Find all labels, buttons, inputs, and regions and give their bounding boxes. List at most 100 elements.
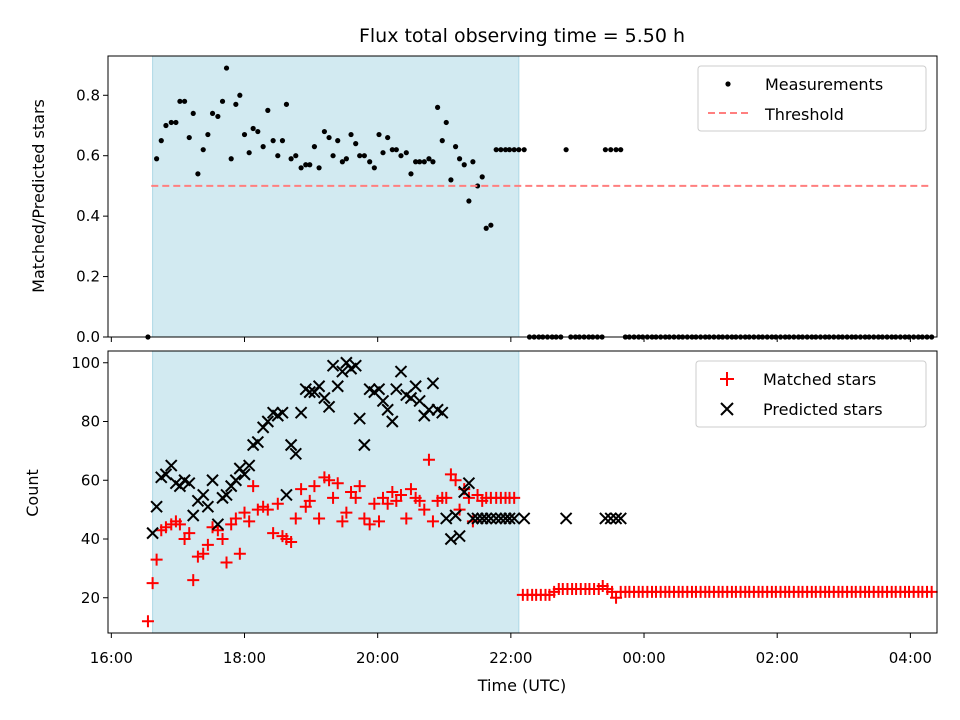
matched-stars-point <box>327 491 340 504</box>
predicted-stars-point <box>453 529 466 543</box>
x-tick-label: 22:00 <box>489 649 532 667</box>
measurement-point <box>330 153 336 159</box>
matched-stars-point <box>323 474 336 487</box>
observing-interval-shade <box>152 55 520 338</box>
predicted-stars-point <box>489 512 503 525</box>
legend-matched-marker <box>720 372 734 386</box>
measurement-point <box>393 147 399 153</box>
y-tick-label: 0.2 <box>76 268 100 286</box>
measurement-point <box>255 128 261 135</box>
measurement-point <box>367 159 373 165</box>
matched-stars-point <box>925 585 938 598</box>
measurement-point <box>168 119 174 126</box>
measurement-point <box>228 156 234 162</box>
matched-stars-point <box>353 480 366 493</box>
predicted-stars-point <box>386 415 399 428</box>
bottom-legend: Matched stars Predicted stars <box>695 360 927 428</box>
measurement-point <box>154 156 160 162</box>
legend-matched-label: Matched stars <box>763 370 876 389</box>
measurement-point <box>413 159 419 165</box>
measurement-point <box>608 147 614 153</box>
top-legend: Measurements Threshold <box>697 65 927 132</box>
matched-stars-point <box>238 506 251 519</box>
predicted-stars-point <box>409 380 422 393</box>
legend-predicted-marker <box>720 402 734 416</box>
predicted-stars-point <box>503 512 516 525</box>
predicted-stars-point <box>220 488 233 502</box>
predicted-stars-point <box>261 415 275 428</box>
predicted-stars-point <box>381 403 394 416</box>
top-legend-frame <box>697 65 927 132</box>
measurement-point <box>516 147 522 153</box>
measurement-point <box>466 198 472 204</box>
predicted-stars-point <box>480 512 493 525</box>
matched-stars-point <box>336 515 349 528</box>
matched-stars-point <box>173 518 186 531</box>
measurement-point <box>511 147 517 153</box>
predicted-stars-point <box>358 438 371 452</box>
predicted-stars-point <box>353 412 366 425</box>
legend-predicted-label: Predicted stars <box>763 400 883 419</box>
measurement-point <box>326 134 332 141</box>
x-tick-label: 00:00 <box>622 649 665 667</box>
measurement-point <box>186 134 192 141</box>
predicted-stars-point <box>280 488 293 502</box>
y-tick-label: 0.4 <box>76 207 100 225</box>
matched-stars-point <box>404 483 417 496</box>
predicted-stars-point <box>183 476 196 490</box>
measurement-point <box>298 165 304 171</box>
y-tick-label: 40 <box>81 530 100 548</box>
observing-interval-shade <box>152 350 520 634</box>
measurement-point <box>223 65 230 71</box>
matched-stars-point <box>233 547 246 560</box>
x-tick-label: 02:00 <box>756 649 799 667</box>
predicted-stars-point <box>336 365 349 378</box>
measurement-point <box>200 147 206 153</box>
measurement-point <box>293 153 299 159</box>
matched-stars-point <box>243 515 256 528</box>
y-tick-label: 100 <box>71 354 100 372</box>
measurement-point <box>163 122 169 129</box>
matched-stars-point <box>422 453 435 466</box>
legend-measurements-label: Measurements <box>765 75 883 94</box>
predicted-stars-point <box>559 512 573 525</box>
matched-stars-point <box>508 491 521 504</box>
x-tick-label: 16:00 <box>90 649 133 667</box>
measurement-point <box>426 156 432 162</box>
measurement-point <box>439 138 445 144</box>
predicted-stars-point <box>284 438 298 452</box>
measurement-point <box>479 174 485 180</box>
measurement-point <box>385 134 391 141</box>
x-tick-label: 20:00 <box>356 649 399 667</box>
matched-stars-point <box>368 497 381 510</box>
matched-stars-point <box>201 538 214 551</box>
predicted-stars-point <box>159 468 173 481</box>
measurement-point <box>613 147 619 153</box>
measurement-point <box>250 125 256 132</box>
matched-stars-point <box>247 480 260 493</box>
measurement-point <box>321 128 328 135</box>
predicted-stars-point <box>238 468 251 481</box>
predicted-stars-point <box>614 512 627 525</box>
measurement-point <box>361 153 367 159</box>
measurement-point <box>488 222 494 228</box>
predicted-stars-point <box>206 474 219 487</box>
predicted-stars-point <box>599 512 612 525</box>
matched-stars-point <box>211 524 224 537</box>
x-tick-label: 18:00 <box>223 649 266 667</box>
matched-stars-point <box>183 527 196 540</box>
predicted-stars-point <box>289 447 302 461</box>
matched-stars-point <box>386 486 399 498</box>
bottom-panel: 20 40 60 80 100 16:00 18:00 20:00 22:00 00:00 02:0… <box>71 350 938 667</box>
measurement-point <box>279 138 286 144</box>
measurement-point <box>158 138 164 144</box>
predicted-stars-point <box>458 485 471 499</box>
measurement-point <box>353 141 359 147</box>
measurement-point <box>181 98 188 104</box>
measurement-point <box>461 162 467 168</box>
measurement-point <box>177 98 183 104</box>
measurement-point <box>307 162 313 168</box>
matched-stars-point <box>141 615 154 628</box>
matched-stars-point <box>289 512 302 525</box>
measurement-point <box>190 110 196 117</box>
